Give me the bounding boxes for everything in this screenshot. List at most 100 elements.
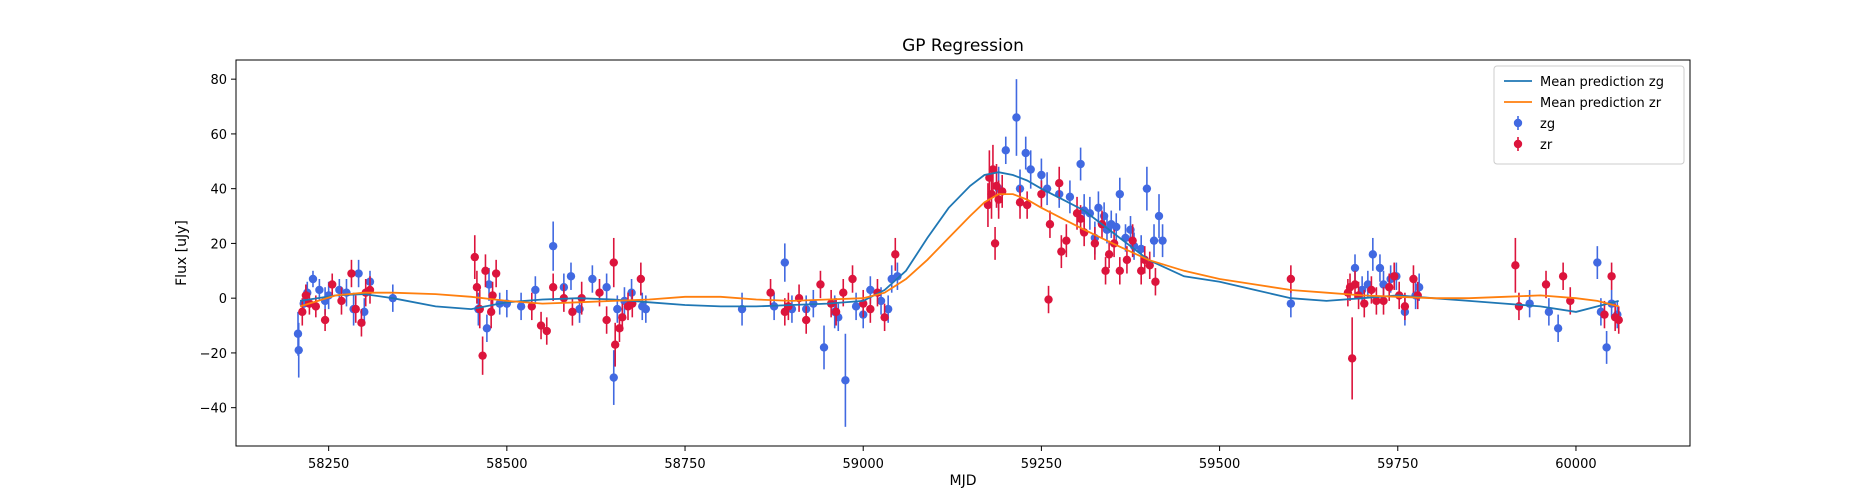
- data-point-zr: [1055, 178, 1064, 188]
- data-point-zg: [1094, 203, 1103, 213]
- data-point-zg: [1085, 209, 1095, 218]
- legend: Mean prediction zg Mean prediction zr zg zr: [1493, 65, 1685, 165]
- data-point-zg: [315, 285, 324, 295]
- data-point-zg: [1602, 343, 1611, 352]
- legend-label: zg: [1540, 117, 1555, 132]
- data-point-zg: [1154, 211, 1164, 221]
- data-point-zr: [542, 326, 551, 336]
- data-point-zr: [1614, 315, 1623, 325]
- y-tick-label: −20: [200, 347, 227, 362]
- data-point-zr: [866, 304, 875, 314]
- data-point-zr: [990, 239, 1000, 248]
- data-point-zr: [337, 296, 346, 306]
- data-point-zg: [1065, 192, 1075, 202]
- data-point-zg: [308, 274, 318, 284]
- data-point-zr: [1409, 274, 1418, 284]
- data-point-zg: [613, 304, 622, 314]
- data-point-zr: [1600, 310, 1609, 319]
- chart-title: GP Regression: [902, 36, 1024, 56]
- data-point-zr: [1122, 255, 1132, 265]
- data-point-zr: [491, 269, 501, 278]
- data-point-zr: [1514, 302, 1524, 311]
- data-point-zg: [841, 376, 850, 385]
- data-point-zg: [566, 272, 576, 281]
- data-point-zr: [536, 321, 546, 330]
- y-tick-label: 80: [210, 73, 227, 88]
- y-axis-ticks: −40 −20 0 20 40 60 80: [200, 73, 236, 417]
- data-point-zr: [1076, 214, 1085, 223]
- data-point-zr: [1379, 296, 1388, 306]
- data-point-zg: [866, 285, 875, 295]
- data-point-zr: [1136, 266, 1146, 275]
- series-layer: [293, 79, 1623, 427]
- data-point-zr: [1360, 299, 1369, 308]
- data-point-zr: [568, 307, 577, 317]
- data-point-zr: [1385, 283, 1394, 292]
- data-point-zr: [478, 351, 487, 360]
- legend-label: zr: [1540, 138, 1553, 153]
- legend-box: [1493, 65, 1685, 165]
- data-point-zg: [588, 274, 597, 284]
- axes-frame: [235, 59, 1691, 447]
- data-point-zg: [1368, 250, 1378, 259]
- data-point-zr: [1390, 272, 1399, 281]
- data-point-zr: [831, 307, 841, 317]
- data-point-zg: [876, 296, 886, 306]
- x-tick-label: 58750: [664, 457, 705, 472]
- data-point-zr: [880, 313, 889, 322]
- data-point-zr: [1104, 250, 1114, 259]
- x-tick-label: 59500: [1199, 457, 1240, 472]
- data-point-zr: [347, 269, 356, 278]
- data-point-zr: [481, 266, 490, 275]
- data-point-zr: [1101, 266, 1110, 275]
- data-point-zg: [1076, 159, 1085, 169]
- plot-area: 58250 58500 58750 59000 59250 59500 59750 60000…: [200, 59, 1691, 472]
- data-point-zr: [610, 340, 620, 349]
- data-point-zg: [531, 285, 540, 295]
- data-point-zr: [1607, 272, 1616, 281]
- data-point-zr: [1511, 261, 1520, 270]
- data-point-zg: [602, 283, 611, 292]
- legend-label: Mean prediction zg: [1540, 75, 1664, 90]
- data-point-zr: [801, 315, 811, 325]
- data-point-zr: [618, 313, 627, 322]
- data-point-zr: [784, 302, 793, 311]
- data-point-zr: [328, 280, 337, 289]
- data-point-zr: [1057, 247, 1066, 256]
- data-point-zr: [1045, 220, 1055, 229]
- data-point-zg: [1026, 165, 1035, 174]
- data-point-zg: [780, 258, 790, 267]
- data-point-zr: [1037, 189, 1046, 199]
- series-zr: [298, 144, 1623, 400]
- data-point-zr: [1128, 236, 1137, 245]
- data-point-zr: [839, 288, 848, 297]
- x-tick-label: 59250: [1021, 457, 1062, 472]
- data-point-zg: [1012, 113, 1021, 122]
- x-axis-label: MJD: [950, 473, 977, 489]
- data-point-zg: [482, 324, 492, 333]
- x-tick-label: 58250: [308, 457, 349, 472]
- data-point-zg: [851, 302, 861, 311]
- data-point-zg: [1375, 263, 1385, 273]
- data-point-zg: [1286, 299, 1296, 308]
- data-point-zg: [1001, 146, 1010, 155]
- y-tick-label: 40: [210, 183, 227, 198]
- data-point-zr: [298, 307, 307, 317]
- data-point-zr: [766, 288, 775, 297]
- data-point-zr: [1145, 261, 1154, 270]
- data-point-zr: [1044, 295, 1053, 304]
- data-point-zr: [1347, 354, 1357, 363]
- y-axis-label: Flux [uJy]: [174, 220, 190, 286]
- y-tick-label: 0: [219, 292, 227, 307]
- data-point-zg: [1544, 307, 1554, 317]
- data-point-zr: [891, 250, 900, 259]
- data-point-zr: [311, 302, 321, 311]
- data-point-zr: [1286, 274, 1296, 284]
- data-point-zr: [470, 252, 479, 262]
- data-point-zg: [819, 343, 829, 352]
- data-point-zg: [1112, 222, 1121, 232]
- legend-label: Mean prediction zr: [1540, 96, 1662, 111]
- data-point-zg: [294, 345, 303, 355]
- data-point-zr: [1400, 302, 1410, 311]
